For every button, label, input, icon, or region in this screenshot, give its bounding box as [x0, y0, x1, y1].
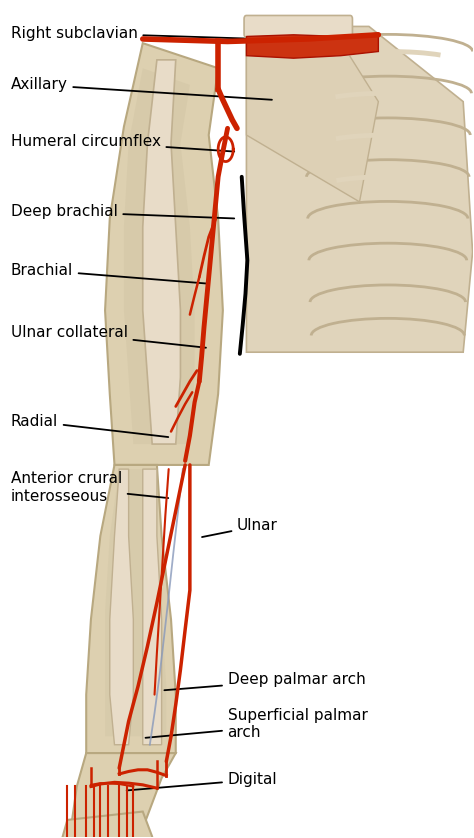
Polygon shape — [143, 469, 162, 745]
Text: Axillary: Axillary — [11, 77, 272, 100]
Text: Ulnar: Ulnar — [202, 519, 278, 537]
Text: Ulnar collateral: Ulnar collateral — [11, 325, 206, 348]
Polygon shape — [246, 27, 378, 202]
Polygon shape — [124, 68, 195, 444]
Text: Humeral circumflex: Humeral circumflex — [11, 134, 234, 152]
Text: Radial: Radial — [11, 414, 168, 437]
Text: Superficial palmar
arch: Superficial palmar arch — [146, 707, 367, 740]
Text: Digital: Digital — [127, 773, 277, 790]
Polygon shape — [143, 59, 181, 444]
Polygon shape — [110, 469, 133, 745]
Polygon shape — [246, 27, 473, 352]
Text: Anterior crural
interosseous: Anterior crural interosseous — [11, 471, 168, 504]
Polygon shape — [246, 34, 378, 58]
Polygon shape — [72, 753, 176, 838]
Polygon shape — [105, 469, 166, 737]
Text: Deep brachial: Deep brachial — [11, 204, 234, 220]
FancyBboxPatch shape — [244, 15, 353, 38]
Polygon shape — [58, 811, 152, 838]
Polygon shape — [86, 465, 176, 753]
Text: Right subclavian: Right subclavian — [11, 26, 338, 41]
Text: Brachial: Brachial — [11, 263, 206, 283]
Text: Deep palmar arch: Deep palmar arch — [164, 672, 365, 691]
Polygon shape — [105, 43, 223, 465]
